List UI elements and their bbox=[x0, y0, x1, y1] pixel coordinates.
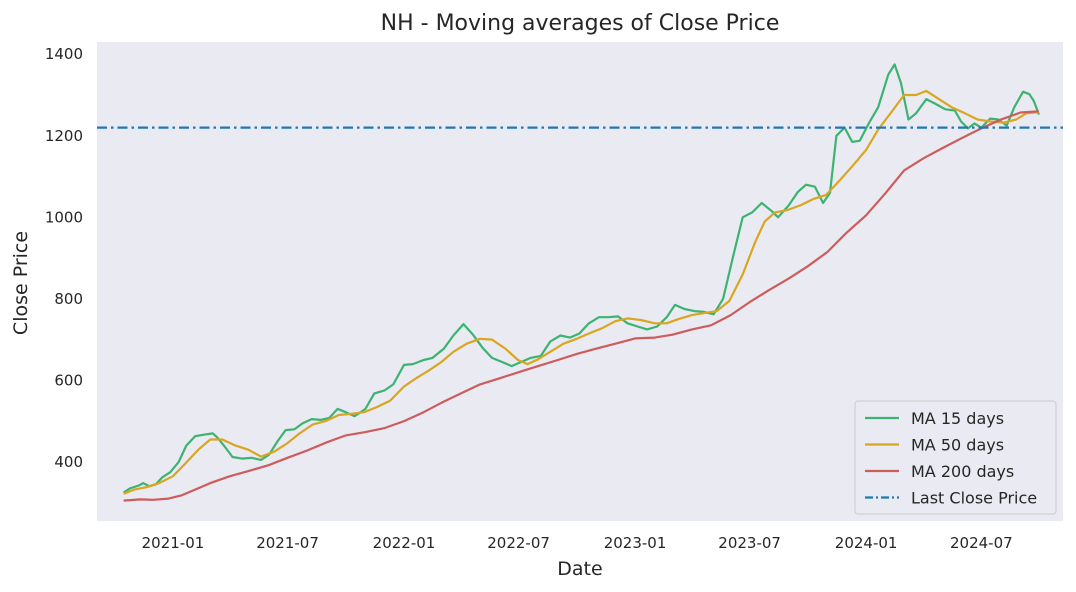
x-axis: 2021-01 2021-07 2022-01 2022-07 2023-01 2023-… bbox=[142, 534, 1013, 552]
x-tick-label: 2022-07 bbox=[487, 534, 550, 552]
chart-title: NH - Moving averages of Close Price bbox=[381, 11, 780, 36]
x-tick-label: 2022-01 bbox=[373, 534, 436, 552]
legend: MA 15 days MA 50 days MA 200 days Last Clos… bbox=[854, 400, 1057, 515]
series-lines bbox=[97, 63, 1063, 502]
x-tick-label: 2021-07 bbox=[256, 534, 319, 552]
y-tick-label: 600 bbox=[54, 371, 83, 389]
x-tick-label: 2023-01 bbox=[604, 534, 667, 552]
y-tick-label: 1200 bbox=[45, 127, 83, 145]
legend-label: Last Close Price bbox=[911, 489, 1037, 508]
x-tick-label: 2024-01 bbox=[835, 534, 898, 552]
legend-label: MA 15 days bbox=[911, 409, 1004, 428]
legend-label: MA 200 days bbox=[911, 462, 1014, 481]
legend-box bbox=[854, 400, 1057, 515]
legend-label: MA 50 days bbox=[911, 436, 1004, 455]
y-axis-label: Close Price bbox=[10, 231, 32, 335]
x-tick-label: 2024-07 bbox=[950, 534, 1013, 552]
y-axis: 400 600 800 1000 1200 1400 bbox=[45, 45, 83, 471]
series-line-ma-50-days bbox=[123, 89, 1040, 495]
series-line-ma-200-days bbox=[123, 110, 1039, 502]
x-tick-label: 2023-07 bbox=[718, 534, 781, 552]
y-tick-label: 400 bbox=[54, 453, 83, 471]
y-tick-label: 1400 bbox=[45, 45, 83, 63]
y-tick-label: 800 bbox=[54, 290, 83, 308]
y-tick-label: 1000 bbox=[45, 208, 83, 226]
x-tick-label: 2021-01 bbox=[142, 534, 205, 552]
x-axis-label: Date bbox=[557, 558, 602, 580]
